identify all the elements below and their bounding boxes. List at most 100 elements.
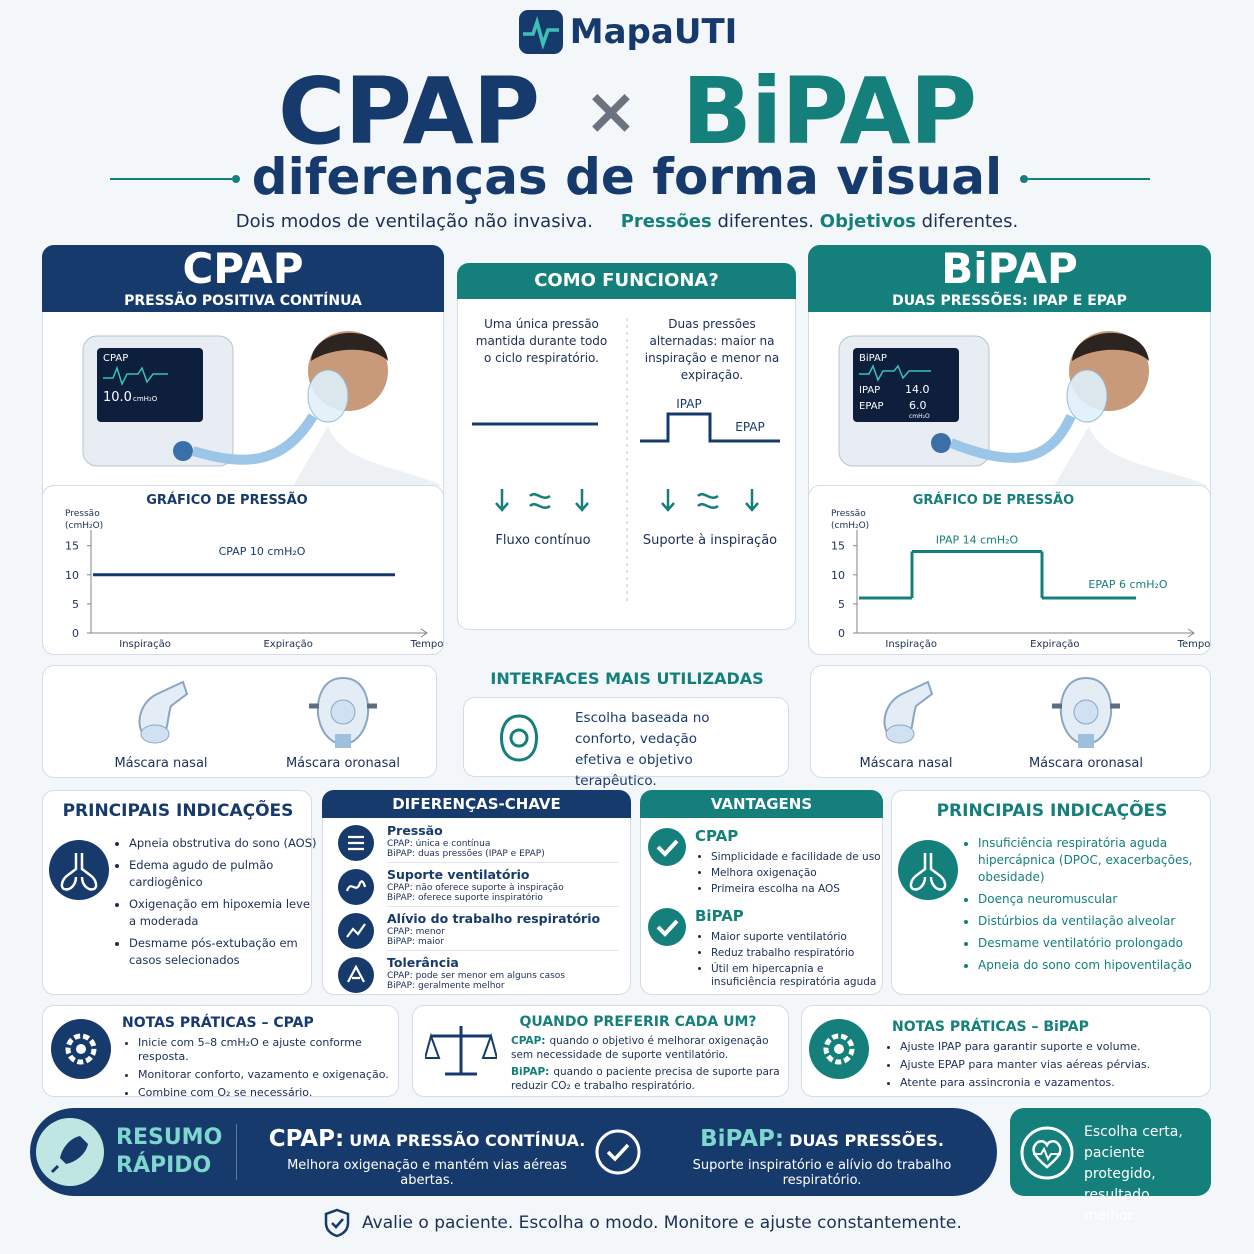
key-icon [338, 957, 374, 993]
bullet-list: Simplicidade e facilidade de uso Melhora … [695, 851, 891, 899]
key-item-cpap: CPAP: única e contínua [387, 839, 491, 849]
summary-cpap-head: CPAP: [268, 1126, 345, 1152]
cpap-subtitle: PRESSÃO POSITIVA CONTÍNUA [124, 293, 362, 309]
gear-icon [809, 1019, 869, 1079]
badge-text: Escolha certa, paciente protegido, resul… [1084, 1124, 1183, 1224]
shape [76, 1044, 86, 1054]
tagline-text: Dois modos de ventilação não invasiva. [235, 211, 593, 232]
key-item-title: Alívio do trabalho respiratório [387, 911, 601, 926]
monitor-unit: cmH₂O [133, 395, 158, 403]
when-to-prefer: QUANDO PREFERIR CADA UM? CPAP: quando o o… [412, 1005, 789, 1097]
cpap-header: CPAP PRESSÃO POSITIVA CONTÍNUA [42, 245, 444, 312]
key-item: Suporte ventilatório CPAP: não oferece su… [387, 867, 619, 907]
key-item: Alívio do trabalho respiratório CPAP: men… [387, 911, 619, 951]
when-label: CPAP: [511, 1035, 546, 1047]
key-icon [338, 869, 374, 905]
key-differences: DIFERENÇAS-CHAVE Pressão CPAP: única e co… [322, 790, 631, 995]
shape [1072, 332, 1149, 361]
advantages-header: VANTAGENS [640, 790, 883, 818]
bipap-panel: BiPAP DUAS PRESSÕES: IPAP E EPAP BiPAP I… [808, 245, 1211, 655]
cpap-title: CPAP [182, 244, 304, 293]
monitor-label: BiPAP [859, 353, 887, 364]
shape [859, 364, 931, 382]
x-axis-title: Tempo [1177, 639, 1210, 650]
shape [898, 840, 958, 900]
y-tick-label: 10 [65, 569, 79, 582]
bullet-item: Reduz trabalho respiratório [711, 947, 891, 960]
ipap-label: IPAP 14 cmH₂O [936, 533, 1019, 546]
mask-icon [500, 714, 538, 762]
notes-title: NOTAS PRÁTICAS – BiPAP [892, 1019, 1089, 1035]
shape [823, 1033, 855, 1065]
key-item-bipap: BiPAP: geralmente melhor [387, 981, 505, 991]
how-left-caption: Fluxo contínuo [495, 533, 590, 548]
mask-label: Máscara oronasal [285, 756, 401, 771]
how-diagram: IPAP EPAP Fluxo contínuo Suporte à inspi… [472, 318, 780, 604]
shape [293, 426, 443, 486]
subtitle-rules [110, 175, 1150, 183]
shape [348, 835, 364, 851]
axis-arrow [420, 628, 428, 638]
summary-cpap-title: UMA PRESSÃO CONTÍNUA. [349, 1131, 586, 1150]
bullet-item: Maior suporte ventilatório [711, 931, 891, 944]
advantage-name: BiPAP [695, 907, 744, 925]
bullet-item: Insuficiência respiratória aguda hipercá… [978, 835, 1218, 886]
bullet-item: Simplicidade e facilidade de uso [711, 851, 891, 864]
key-item: Pressão CPAP: única e contínua BiPAP: duas… [387, 823, 619, 863]
monitor-value: 6.0 [909, 399, 927, 412]
y-tick-label: 15 [831, 540, 845, 553]
bipap-chart: GRÁFICO DE PRESSÃO Pressão (cmH₂O) 0 5 10 15 In… [831, 492, 1210, 650]
check-icon [648, 908, 686, 946]
how-header: COMO FUNCIONA? [457, 263, 796, 299]
bullet-item: Apneia do sono com hipoventilação [978, 957, 1218, 974]
indications-title: PRINCIPAIS INDICAÇÕES [936, 801, 1168, 821]
bullet-item: Doença neuromuscular [978, 891, 1218, 908]
cpap-panel: CPAP PRESSÃO POSITIVA CONTÍNUA CPAP 10.0… [42, 245, 444, 655]
bullet-item: Monitorar conforto, vazamento e oxigenaç… [138, 1068, 408, 1082]
key-item-title: Tolerância [387, 955, 459, 970]
shape [1066, 369, 1108, 423]
shape [495, 489, 759, 512]
shape [335, 734, 351, 748]
key-icon [338, 913, 374, 949]
check-icon [648, 828, 686, 866]
shape [1032, 1140, 1062, 1169]
shape [191, 413, 318, 465]
shape [1054, 426, 1209, 486]
interfaces-text: Escolha baseada no conforto, vedação efe… [575, 710, 710, 789]
advantages: VANTAGENS CPAPSimplicidade e facilidade … [640, 790, 883, 995]
how-panel: COMO FUNCIONA? Uma única pressão mantida… [457, 263, 796, 630]
when-label: BiPAP: [511, 1066, 550, 1078]
bullet-item: Útil em hipercapnia e insuficiência resp… [711, 963, 891, 989]
interfaces-right: Máscara nasal Máscara oronasal [810, 665, 1211, 778]
y-tick-label: 5 [72, 598, 79, 611]
cpap-indications: PRINCIPAIS INDICAÇÕES Apneia obstrutiva … [42, 790, 316, 995]
gear-icon [51, 1019, 111, 1079]
key-item-bipap: BiPAP: duas pressões (IPAP e EPAP) [387, 849, 545, 859]
y-axis-label: Pressão [65, 509, 100, 519]
lungs-icon [898, 840, 958, 900]
shape [50, 1164, 60, 1174]
y-axis-label: Pressão [831, 509, 866, 519]
bullet-item: Desmame ventilatório prolongado [978, 935, 1218, 952]
key-item-cpap: CPAP: menor [387, 927, 445, 937]
y-tick-label: 10 [831, 569, 845, 582]
shape [431, 1026, 491, 1076]
bullet-item: Inicie com 5–8 cmH₂O e ajuste conforme r… [138, 1036, 408, 1064]
bullet-item: Primeira escolha na AOS [711, 883, 891, 896]
cpap-device-illustration: CPAP 10.0 cmH₂O [82, 331, 443, 486]
shape [140, 724, 170, 744]
shape [656, 839, 679, 857]
monitor-key: EPAP [859, 401, 884, 412]
y-tick-label: 0 [72, 627, 79, 640]
pressure-label: CPAP 10 cmH₂O [219, 545, 306, 558]
title-sep: × [584, 75, 638, 149]
y-tick-label: 0 [838, 627, 845, 640]
shape [909, 853, 947, 891]
shape [60, 853, 98, 891]
shape [575, 489, 589, 512]
brand: MapaUTI [0, 8, 1254, 56]
subtitle: diferenças de forma visual [251, 148, 1003, 206]
shape [97, 348, 203, 422]
bullet-list: Maior suporte ventilatório Reduz trabalho… [695, 931, 891, 992]
